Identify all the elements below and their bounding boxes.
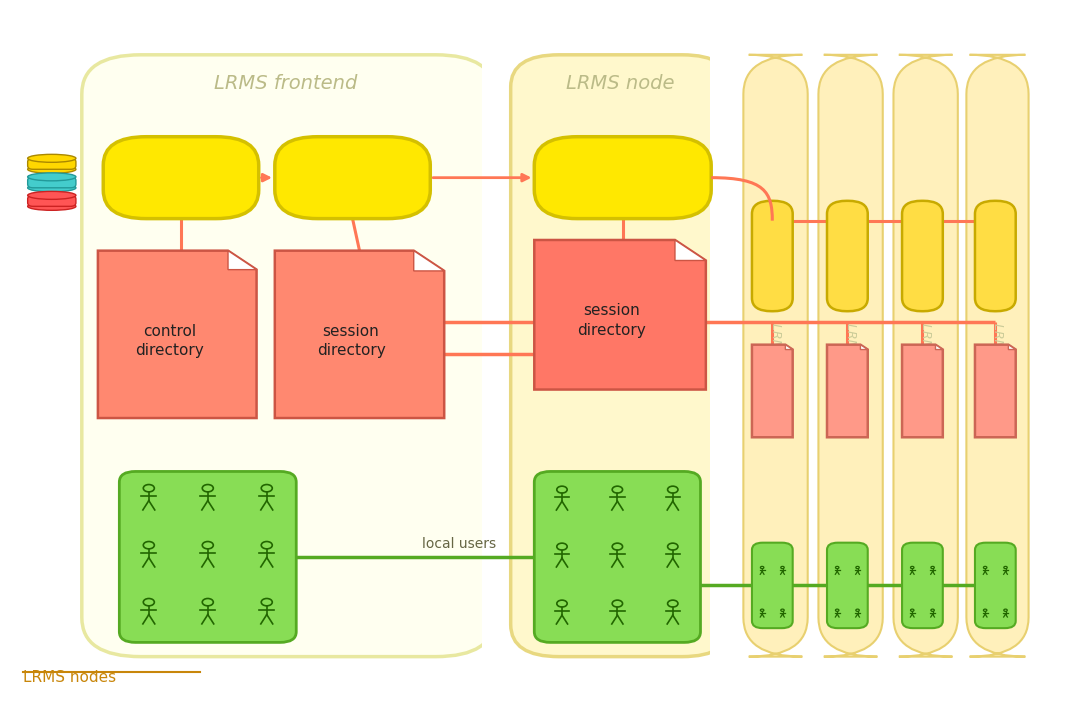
FancyBboxPatch shape	[893, 55, 958, 656]
Polygon shape	[935, 345, 943, 350]
FancyBboxPatch shape	[818, 55, 883, 656]
FancyBboxPatch shape	[902, 543, 943, 628]
Text: session
directory: session directory	[577, 303, 646, 338]
Text: LRMS nodes: LRMS nodes	[23, 670, 116, 685]
Polygon shape	[98, 251, 257, 418]
Text: control
directory: control directory	[135, 324, 203, 358]
FancyBboxPatch shape	[28, 158, 76, 169]
Polygon shape	[275, 251, 444, 418]
FancyBboxPatch shape	[975, 201, 1016, 311]
FancyBboxPatch shape	[827, 201, 868, 311]
Text: A-REX: A-REX	[151, 169, 212, 187]
Polygon shape	[827, 345, 868, 438]
Ellipse shape	[28, 154, 76, 162]
FancyBboxPatch shape	[511, 55, 731, 656]
Polygon shape	[534, 240, 706, 390]
FancyBboxPatch shape	[827, 543, 868, 628]
Text: local users: local users	[422, 537, 497, 551]
Bar	[482, 55, 505, 656]
Text: job script: job script	[575, 169, 671, 187]
FancyBboxPatch shape	[82, 55, 494, 656]
FancyBboxPatch shape	[275, 137, 430, 219]
FancyBboxPatch shape	[966, 55, 1029, 656]
Bar	[711, 55, 734, 656]
Ellipse shape	[28, 202, 76, 210]
Text: LRMS node: LRMS node	[565, 74, 674, 93]
FancyBboxPatch shape	[534, 471, 701, 642]
FancyBboxPatch shape	[975, 543, 1016, 628]
Ellipse shape	[28, 173, 76, 181]
FancyBboxPatch shape	[751, 543, 792, 628]
Ellipse shape	[28, 165, 76, 173]
FancyBboxPatch shape	[28, 177, 76, 188]
FancyBboxPatch shape	[103, 137, 259, 219]
Ellipse shape	[28, 184, 76, 192]
Polygon shape	[786, 345, 792, 350]
Text: LRMS node: LRMS node	[844, 322, 857, 393]
FancyBboxPatch shape	[902, 201, 943, 311]
Polygon shape	[228, 251, 257, 270]
Text: LRMS node: LRMS node	[769, 322, 782, 393]
Text: LRMS node: LRMS node	[991, 322, 1004, 393]
FancyBboxPatch shape	[744, 55, 807, 656]
FancyBboxPatch shape	[28, 195, 76, 207]
Polygon shape	[675, 240, 706, 260]
Polygon shape	[414, 251, 444, 271]
Text: LRMS: LRMS	[325, 169, 381, 187]
Polygon shape	[860, 345, 868, 350]
FancyBboxPatch shape	[534, 137, 712, 219]
Polygon shape	[1008, 345, 1016, 350]
FancyBboxPatch shape	[119, 471, 297, 642]
Polygon shape	[751, 345, 792, 438]
FancyBboxPatch shape	[751, 201, 792, 311]
Text: session
directory: session directory	[317, 324, 386, 358]
Ellipse shape	[28, 192, 76, 199]
Polygon shape	[902, 345, 943, 438]
Text: LRMS frontend: LRMS frontend	[214, 74, 357, 93]
Text: LRMS node: LRMS node	[919, 322, 932, 393]
Polygon shape	[975, 345, 1016, 438]
